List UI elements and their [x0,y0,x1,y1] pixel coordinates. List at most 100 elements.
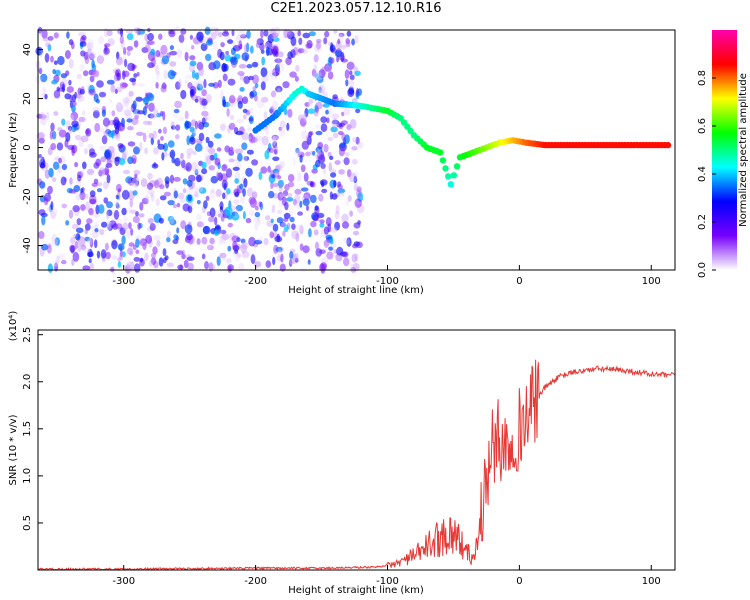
noise-speck [76,218,82,226]
noise-speck [242,108,248,114]
noise-speck [186,232,193,241]
noise-speck [152,234,161,241]
noise-speck [186,256,195,261]
noise-speck [36,132,45,140]
noise-speck [276,233,281,242]
noise-speck [249,107,254,115]
noise-speck [49,130,54,140]
colorbar-tick-label: 0.8 [697,70,708,86]
noise-speck [320,263,326,274]
noise-speck [201,117,206,125]
noise-speck [318,86,322,93]
noise-speck [286,197,294,202]
noise-speck [303,192,311,201]
noise-speck [323,239,330,247]
noise-speck [150,193,155,202]
noise-speck [305,151,311,157]
noise-speck [229,232,236,240]
noise-speck [229,114,235,121]
noise-speck [169,149,176,159]
noise-speck [282,190,289,197]
noise-speck [246,42,250,53]
noise-speck [89,237,94,248]
noise-speck [321,188,328,194]
noise-speck [108,98,113,103]
noise-speck [169,61,177,67]
noise-speck [172,114,179,118]
noise-speck [93,162,100,169]
noise-speck [333,180,337,188]
noise-speck [180,220,187,230]
noise-speck [89,51,97,60]
noise-speck [105,126,109,137]
noise-speck [248,196,256,205]
noise-speck [177,192,185,200]
noise-speck [240,243,247,254]
noise-speck [117,188,121,193]
noise-speck [146,182,154,190]
noise-speck [61,203,68,209]
noise-speck [283,217,289,222]
noise-speck [50,143,57,151]
noise-speck [309,194,317,204]
noise-speck [69,114,75,122]
noise-speck [158,217,164,224]
noise-speck [220,216,225,222]
noise-speck [189,126,195,133]
colorbar-ticks: 0.0 0.2 0.4 0.6 0.8 [697,70,716,278]
noise-speck [261,96,269,103]
noise-speck [340,44,347,50]
noise-speck [127,126,134,131]
noise-speck [338,142,347,152]
noise-speck [51,79,58,85]
noise-speck [131,177,138,188]
noise-speck [84,55,90,65]
noise-speck [123,215,128,223]
noise-speck [227,245,232,252]
noise-speck [139,202,144,211]
noise-speck [325,234,333,240]
noise-speck [48,167,54,178]
noise-speck [123,47,127,55]
noise-speck [133,73,138,78]
noise-speck [61,83,66,93]
noise-speck [222,73,228,82]
noise-speck [112,255,117,260]
noise-speck [68,79,72,86]
noise-speck [271,100,278,109]
noise-speck [205,94,212,103]
noise-speck [226,108,230,117]
noise-speck [248,75,254,81]
noise-speck [351,146,358,151]
noise-speck [316,40,321,50]
noise-speck [90,69,97,76]
noise-speck [125,113,133,119]
noise-speck [225,168,233,178]
noise-speck [285,57,292,66]
noise-speck [160,85,167,93]
noise-speck [84,148,88,155]
noise-speck [234,191,240,198]
noise-speck [352,137,357,143]
noise-speck [206,244,214,251]
noise-speck [122,251,126,258]
noise-speck [210,26,217,37]
noise-speck [111,240,118,250]
noise-speck [218,228,223,236]
noise-speck [274,64,280,73]
noise-speck [176,202,181,208]
noise-speck [86,38,94,47]
signal-point [447,181,454,188]
noise-speck [70,245,75,254]
noise-speck [71,94,77,103]
noise-speck [270,32,279,38]
noise-speck [80,244,87,251]
noise-speck [352,262,360,272]
noise-speck [341,133,346,142]
noise-speck [79,88,85,95]
noise-speck [54,262,59,272]
noise-speck [103,180,109,190]
y-tick-label: 0 [22,144,33,150]
noise-speck [112,223,119,230]
